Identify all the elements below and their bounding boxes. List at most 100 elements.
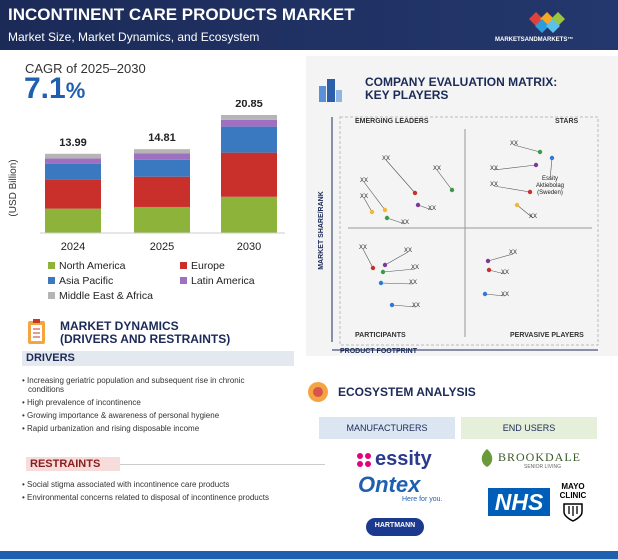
quadrant-label: STARS: [555, 118, 579, 125]
legend-label: Europe: [191, 260, 225, 272]
total-label: 13.99: [59, 137, 87, 149]
x-tick-label: 2024: [61, 241, 85, 253]
legend-label: North America: [59, 260, 126, 272]
player-dot: [382, 207, 388, 213]
player-label: XX: [410, 265, 419, 271]
logo-hartmann: HARTMANN: [374, 522, 416, 529]
matrix-icon: [319, 79, 342, 102]
player-leader: [436, 169, 453, 191]
player-leader: [487, 253, 514, 262]
restraints-band: [26, 457, 120, 471]
logo-ontex-tagline: Here for you.: [402, 496, 443, 503]
essity-mark: [357, 453, 371, 467]
player-leader: [386, 217, 406, 225]
player-leader: [493, 185, 531, 193]
player-dot: [412, 190, 418, 196]
player-dot: [389, 302, 395, 308]
player-dot: [384, 215, 390, 221]
drivers-band: [22, 351, 294, 366]
bar-segment: [221, 119, 277, 127]
cagr-value: 7.1%: [24, 72, 85, 106]
matrix-plot: [331, 116, 599, 351]
player-dot: [514, 202, 520, 208]
player-leader: [417, 204, 433, 211]
brookdale-mark: [481, 449, 493, 467]
bar-segment: [45, 179, 101, 209]
bar-segment: [45, 208, 101, 233]
end-users-box: [461, 417, 597, 439]
player-label: XX: [509, 141, 518, 147]
manufacturers-box: [319, 417, 455, 439]
player-dot: [549, 155, 555, 161]
logo-mayo: MAYO: [561, 482, 585, 491]
restraints-label: RESTRAINTS: [30, 458, 101, 470]
y-axis-label: (USD Billion): [8, 159, 19, 216]
player-dot: [533, 162, 539, 168]
player-label: XX: [400, 220, 409, 226]
drivers-list: • Increasing geriatric population and su…: [22, 376, 282, 437]
player-dot: [485, 258, 491, 264]
dynamics-title: MARKET DYNAMICS: [60, 319, 179, 333]
legend-swatch: [48, 277, 55, 284]
logo-ontex: Ontex: [358, 472, 421, 497]
player-label: XX: [381, 156, 390, 162]
bar-segment: [134, 153, 190, 160]
hartmann-badge: [366, 518, 424, 536]
bar-segment: [45, 153, 101, 159]
bar-segment: [221, 115, 277, 120]
dynamics-subtitle: (DRIVERS AND RESTRAINTS): [60, 332, 231, 346]
total-label: 20.85: [235, 100, 263, 110]
bar-chart: (USD Billion) 13.99 2024 14.81 2025 20.85 2030…: [8, 100, 285, 302]
player-leader: [363, 197, 373, 213]
matrix-title: COMPANY EVALUATION MATRIX:: [365, 75, 558, 89]
bar-segment: [45, 163, 101, 180]
ecosystem-title: ECOSYSTEM ANALYSIS: [338, 385, 476, 399]
matrix-x-axis-label: PRODUCT FOOTPRINT: [340, 348, 417, 355]
player-leader: [362, 248, 374, 269]
player-leader: [385, 159, 416, 194]
player-label: XX: [489, 182, 498, 188]
player-leader: [384, 251, 409, 266]
player-label: XX: [528, 214, 537, 220]
bar-segment: [134, 206, 190, 233]
bullet-item: • Growing importance & awareness of pers…: [22, 411, 220, 420]
player-label: XX: [508, 250, 517, 256]
legend-swatch: [180, 277, 187, 284]
restraints-rule: [120, 464, 325, 465]
player-label: XX: [427, 206, 436, 212]
end-users-label: END USERS: [502, 423, 556, 433]
legend-swatch: [48, 262, 55, 269]
player-dot: [415, 202, 421, 208]
footer-band: [0, 551, 618, 559]
player-label: Essity Aktiebolag (Sweden): [535, 176, 565, 196]
nhs-badge: [488, 488, 550, 516]
player-leader: [513, 144, 541, 153]
bar-segment: [134, 176, 190, 207]
cagr-unit: %: [65, 78, 86, 103]
matrix-panel: [306, 56, 618, 356]
player-leader: [380, 282, 414, 285]
bar-segment: [221, 152, 277, 197]
quadrant-label: PERVASIVE PLAYERS: [510, 332, 584, 339]
player-dot: [369, 209, 375, 215]
player-label: XX: [359, 178, 368, 184]
player-leader: [516, 204, 534, 219]
legend-swatch: [180, 262, 187, 269]
bar-segment: [221, 196, 277, 233]
matrix-y-axis-label: MARKET SHARE/RANK: [317, 191, 325, 270]
player-label: XX: [403, 248, 412, 254]
logo-clinic: CLINIC: [559, 491, 587, 500]
manufacturers-label: MANUFACTURERS: [346, 423, 428, 433]
player-leader: [488, 269, 506, 275]
dynamics-icon: [28, 319, 45, 344]
quadrant-label: EMERGING LEADERS: [355, 118, 429, 125]
bar-segment: [134, 159, 190, 177]
matrix-frame: [339, 116, 599, 346]
player-dot: [537, 149, 543, 155]
player-dot: [378, 280, 384, 286]
matrix-subtitle: KEY PLAYERS: [365, 88, 449, 102]
x-tick-label: 2025: [150, 241, 174, 253]
bullet-item: • Environmental concerns related to disp…: [22, 493, 269, 502]
cagr-number: 7.1: [24, 72, 66, 105]
